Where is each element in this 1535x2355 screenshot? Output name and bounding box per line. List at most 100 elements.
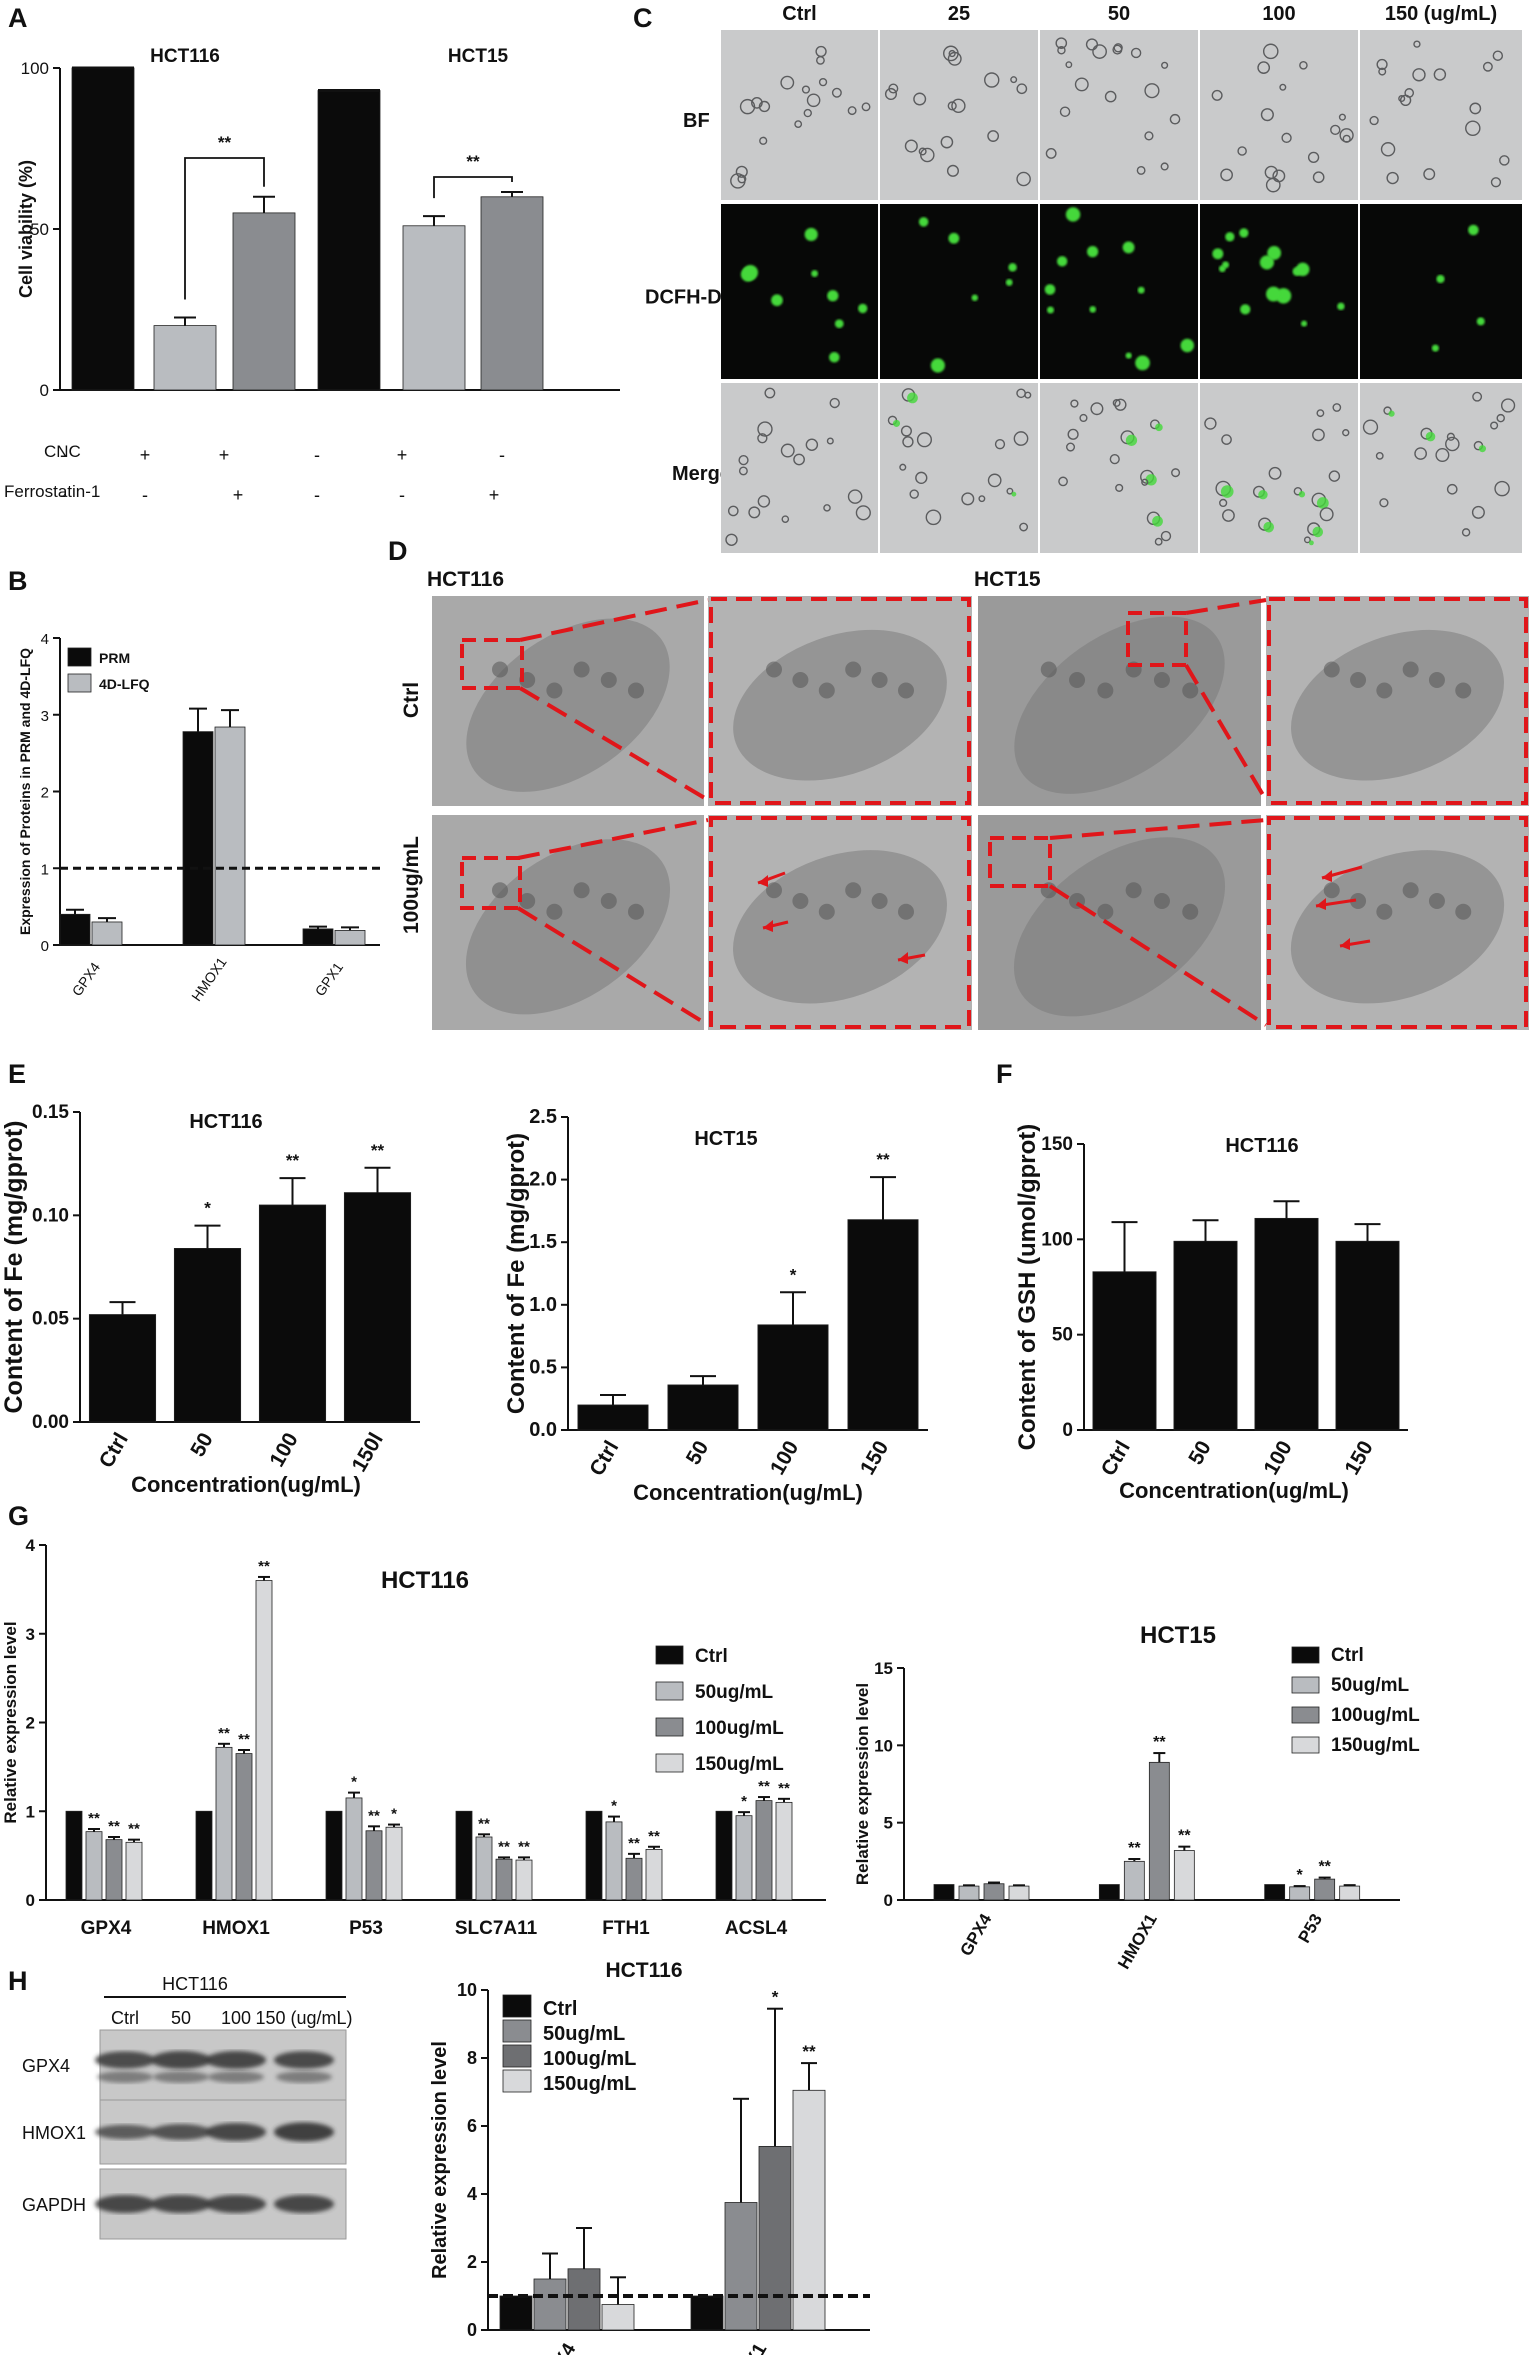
cell-outline: [861, 102, 871, 112]
cell-outline: [951, 98, 966, 113]
significance-label: **: [258, 1558, 270, 1575]
y-tick-label: 0.15: [32, 1102, 69, 1123]
y-tick-label: 0: [467, 2320, 477, 2340]
cell-outline: [1211, 89, 1223, 101]
fluorescent-cell: [1267, 246, 1282, 260]
cell-outline: [1386, 171, 1399, 185]
mitochondrion: [1402, 661, 1419, 678]
y-axis-label: Content of GSH (umol/gprot): [1014, 1124, 1041, 1451]
mitochondrion: [628, 682, 644, 699]
bar-e1-100: [258, 1204, 327, 1423]
cell-outline: [801, 85, 811, 94]
bar-g1-hmox1-ctrl: [195, 1810, 213, 1901]
tem-image-0: [432, 596, 704, 806]
bar-a-1: [153, 325, 217, 391]
bar-g1-gpx4-100ug-ml: [105, 1839, 123, 1901]
inset-box: [460, 856, 522, 910]
cell-outline: [1412, 68, 1426, 82]
zoom-connector: [1048, 884, 1268, 1027]
legend-swatch: [67, 673, 92, 693]
cell-outline: [855, 505, 871, 521]
zoom-box-outline: [1267, 816, 1528, 1029]
legend-label: 4D-LFQ: [99, 676, 150, 692]
cell-outline: [1144, 131, 1154, 141]
cell-outline: [1016, 171, 1031, 187]
bar-g2-gpx4-ctrl: [933, 1884, 955, 1901]
zoom-box-outline: [709, 597, 971, 805]
cell-outline: [847, 106, 857, 116]
red-arrowhead: [1340, 938, 1350, 950]
blot-band: [153, 2071, 209, 2083]
cell-outline: [1160, 530, 1172, 542]
tem-image-7: [1266, 815, 1529, 1030]
y-tick-label: 100: [21, 59, 49, 78]
legend-swatch: [655, 1681, 684, 1701]
chart-title: HCT15: [1140, 1622, 1216, 1649]
cell-outline: [940, 135, 954, 149]
condition-sign: +: [489, 485, 500, 505]
micro-merge-150-ug-ml: [1360, 383, 1522, 553]
panel-letter-f: F: [996, 1059, 1013, 1089]
legend-label: 50ug/mL: [1331, 1675, 1410, 1696]
cell-outline: [978, 495, 986, 503]
mitochondrion: [573, 661, 590, 678]
cell-outline: [758, 100, 771, 113]
cell-outline: [1404, 88, 1415, 98]
significance-label: *: [790, 1265, 797, 1284]
blot-title: HCT116: [162, 1974, 228, 1994]
fluorescent-cell: [858, 303, 868, 314]
x-tick-label: GPX4: [81, 1918, 132, 1939]
cell-outline: [1115, 483, 1124, 492]
significance-label: *: [772, 1988, 779, 2007]
blot-band: [274, 2051, 334, 2069]
bar-g1-slc7a11-ctrl: [455, 1810, 473, 1901]
fluorescent-cell: [1476, 317, 1485, 326]
row-label: DCFH-DA: [645, 287, 736, 309]
fluorescent-cell: [804, 227, 818, 241]
y-tick-label: 2.0: [529, 1169, 557, 1191]
cell-body: [1291, 629, 1504, 781]
merged-fluorescent-cell: [1388, 410, 1395, 417]
merged-fluorescent-cell: [1316, 497, 1329, 509]
bar-g1-fth1-ctrl: [585, 1810, 603, 1901]
cell-outline: [947, 51, 962, 66]
bar-g1-slc7a11-150ug-ml: [515, 1859, 533, 1901]
y-tick-label: 0.10: [32, 1205, 69, 1226]
y-axis-label: Expression of Proteins in PRM and 4D-LFQ: [17, 648, 33, 935]
fluorescent-cell: [1008, 263, 1017, 272]
blot-band: [208, 2071, 264, 2083]
row-label: Ctrl: [400, 682, 423, 718]
bar-g2-p53-100ug-ml: [1314, 1878, 1336, 1901]
x-axis-label: Concentration(ug/mL): [633, 1480, 863, 1505]
fluorescent-cell: [829, 352, 840, 363]
mitochondrion: [1428, 893, 1445, 909]
column-label: 25: [948, 3, 970, 25]
significance-label: **: [1318, 1859, 1331, 1876]
mitochondrion: [792, 672, 809, 688]
bar-e1-ctrl: [88, 1314, 157, 1423]
mitochondrion: [1097, 903, 1114, 920]
bar-g1-acsl4-100ug-ml: [755, 1800, 773, 1901]
cell-outline: [1136, 166, 1146, 175]
tem-image-3: [1266, 596, 1529, 806]
y-tick-label: 3: [41, 708, 49, 725]
y-tick-label: 0: [41, 938, 49, 955]
cell-outline: [781, 515, 790, 523]
significance-label: **: [648, 1828, 660, 1845]
cell-outline: [780, 75, 795, 90]
cell-outline: [739, 98, 756, 115]
cell-outline: [1161, 61, 1169, 69]
cell-outline: [803, 108, 812, 118]
bar-a-4: [402, 225, 466, 391]
mitochondrion: [492, 882, 508, 899]
cell-outline: [1010, 76, 1018, 84]
bar-g2-gpx4-150ug-ml: [1008, 1885, 1030, 1901]
fluorescent-cell: [1259, 255, 1275, 270]
cell-outline: [1130, 47, 1142, 59]
blot-band: [206, 2123, 266, 2141]
cell-outline: [1461, 528, 1471, 537]
lane-label: Ctrl: [111, 2008, 139, 2028]
cell-outline: [1423, 168, 1436, 181]
cell-outline: [1204, 417, 1217, 430]
mitochondrion: [766, 661, 782, 678]
